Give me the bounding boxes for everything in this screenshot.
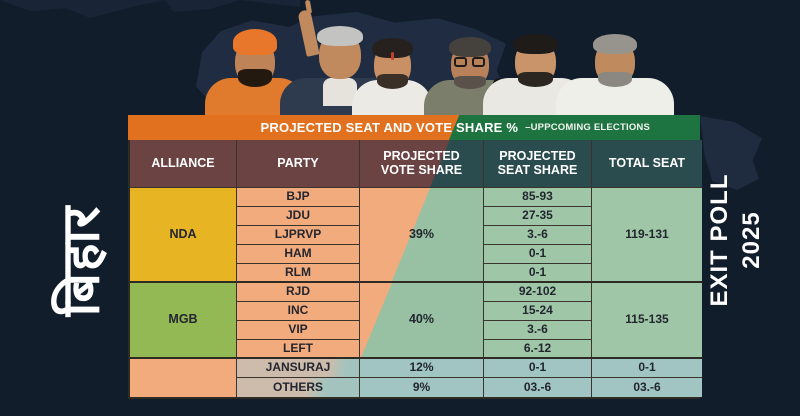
seat-share-cell: 15-24: [484, 302, 592, 321]
party-cell: BJP: [237, 188, 360, 207]
party-cell: VIP: [237, 321, 360, 340]
total-seat-cell-mgb: 115-135: [592, 283, 702, 359]
dark-hair: [512, 34, 558, 54]
head: [371, 38, 413, 89]
photo-politician-raised-finger: [278, 0, 402, 118]
seat-share-cell: 85-93: [484, 188, 592, 207]
party-cell: LJPRVP: [237, 226, 360, 245]
seat-share-cell: 6.-12: [484, 340, 592, 359]
gray-beard: [598, 72, 632, 87]
seat-share-cell: 0-1: [484, 245, 592, 264]
vote-share-cell-mgb: 40%: [360, 283, 484, 359]
seat-share-cell: 92-102: [484, 283, 592, 302]
seat-share-cell: 03.-6: [484, 378, 592, 397]
column-header-party: PARTY: [237, 140, 360, 188]
party-cell: RLM: [237, 264, 360, 283]
gray-hair: [593, 34, 637, 54]
alliance-cell-others: [130, 359, 237, 397]
beard: [454, 76, 486, 89]
right-vertical-title: EXIT POLL 2025: [706, 173, 765, 307]
glasses-icon: [472, 57, 485, 67]
seat-share-cell: 27-35: [484, 207, 592, 226]
vote-share-cell: 12%: [360, 359, 484, 378]
gray-hair: [317, 26, 363, 46]
column-header-total-seat: TOTAL SEAT: [592, 140, 702, 188]
raised-arm: [297, 9, 320, 57]
table-grid: ALLIANCE PARTY PROJECTED VOTE SHARE PROJ…: [128, 140, 702, 399]
seat-share-cell: 3.-6: [484, 321, 592, 340]
banner-subtitle: –UPPCOMING ELECTIONS: [525, 122, 650, 133]
banner-green-segment: [448, 115, 700, 140]
head: [593, 34, 637, 87]
party-cell: HAM: [237, 245, 360, 264]
banner-title: PROJECTED SEAT AND VOTE SHARE %: [260, 120, 519, 135]
politician-photo-strip: [150, 0, 680, 118]
exit-poll-table: PROJECTED SEAT AND VOTE SHARE % –UPPCOMI…: [128, 115, 702, 399]
party-cell: JANSURAJ: [237, 359, 360, 378]
left-vertical-title: बिहार: [52, 204, 111, 317]
party-cell: INC: [237, 302, 360, 321]
column-header-seat-share: PROJECTED SEAT SHARE: [484, 140, 592, 188]
kurta: [323, 78, 357, 106]
photo-politician-gray-beard: [554, 34, 676, 118]
total-seat-cell: 03.-6: [592, 378, 702, 397]
total-seat-cell: 0-1: [592, 359, 702, 378]
turban-icon: [233, 29, 277, 55]
column-header-vote-share: PROJECTED VOTE SHARE: [360, 140, 484, 188]
glasses-icon: [454, 57, 467, 67]
vote-share-cell-nda: 39%: [360, 188, 484, 283]
beard: [517, 72, 553, 87]
beard: [376, 74, 408, 89]
seat-share-cell: 0-1: [484, 264, 592, 283]
vote-share-cell: 9%: [360, 378, 484, 397]
total-seat-cell-nda: 119-131: [592, 188, 702, 283]
party-cell: JDU: [237, 207, 360, 226]
party-cell: LEFT: [237, 340, 360, 359]
head: [233, 29, 277, 87]
pointing-finger: [304, 0, 313, 15]
photo-politician-tilak: [350, 38, 434, 118]
alliance-cell-nda: NDA: [130, 188, 237, 283]
party-cell: OTHERS: [237, 378, 360, 397]
seat-share-cell: 0-1: [484, 359, 592, 378]
tilak-mark: [390, 52, 394, 60]
head: [449, 37, 491, 89]
head: [317, 26, 363, 79]
dark-hair: [449, 37, 491, 57]
seat-share-cell: 3.-6: [484, 226, 592, 245]
party-cell: RJD: [237, 283, 360, 302]
beard: [238, 69, 272, 87]
alliance-cell-mgb: MGB: [130, 283, 237, 359]
dark-hair: [371, 38, 413, 58]
column-header-alliance: ALLIANCE: [130, 140, 237, 188]
table-banner: PROJECTED SEAT AND VOTE SHARE % –UPPCOMI…: [128, 115, 700, 140]
head: [512, 34, 558, 87]
